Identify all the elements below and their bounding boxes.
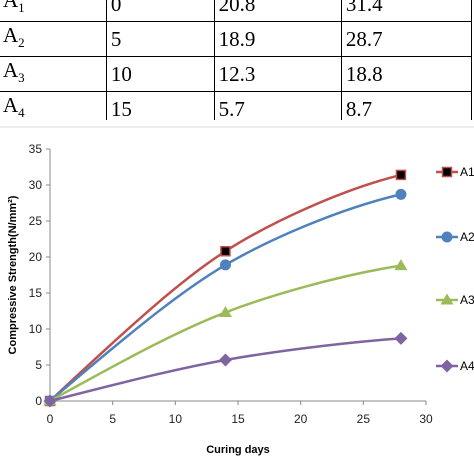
data-point-A2 [395,188,407,200]
line-chart: 0 5 10 15 20 25 30 35 0 5 10 15 20 25 30 A1 A2 A3 A4 Curi… [0,120,474,474]
data-point-A4 [43,394,57,408]
row-label-subscript: 1 [18,0,25,15]
table-row: A2 5 18.9 28.7 [0,21,473,57]
y-axis-title: Compressive Strength(N/mm²) [7,195,19,354]
y-tick-label: 5 [35,358,42,372]
row-label: A3 [0,56,107,92]
legend-item-A4: A4 [436,359,474,373]
legend-swatch-marker [440,293,454,305]
chart-series [43,169,408,408]
y-tick-label: 20 [29,250,43,264]
table-cell: 15 [105,91,215,120]
legend-label: A2 [460,230,474,244]
data-point-A4 [394,331,408,345]
data-point-A3 [394,259,408,271]
legend-swatch-marker [441,166,453,178]
table-row: A1 0 20.8 31.4 [0,0,473,22]
table-row: A3 10 12.3 18.8 [0,56,473,92]
y-tick-label: 35 [29,142,43,156]
data-point-A3 [218,305,232,317]
table-cell: 0 [105,0,215,22]
x-tick-label: 25 [357,412,371,426]
legend-item-A2: A2 [436,230,474,244]
y-tick-label: 25 [29,214,43,228]
row-label-text: A [3,23,19,47]
table-cell: 5 [105,21,215,57]
table-cell: 31.4 [340,0,473,22]
legend-item-A3: A3 [436,293,474,307]
table-cell: 28.7 [340,21,473,57]
table-cell: 18.8 [340,56,473,92]
x-tick-label: 0 [47,412,54,426]
data-point-A1 [395,169,407,181]
y-tick-label: 30 [29,178,43,192]
table-cell: 20.8 [213,0,342,22]
row-label-subscript: 2 [18,35,25,50]
row-label-text: A [3,58,19,82]
legend-label: A3 [460,293,474,307]
data-point-A4 [218,353,232,367]
x-tick-label: 10 [169,412,183,426]
data-point-A1 [220,245,231,257]
x-tick-label: 5 [109,412,116,426]
table-row: A4 15 5.7 8.7 [0,91,473,120]
table-cell: 10 [105,56,215,92]
x-tick-label: 30 [419,412,433,426]
x-tick-label: 15 [231,412,245,426]
x-axis-title: Curing days [206,444,270,456]
row-label-subscript: 3 [18,70,25,85]
row-label: A4 [0,91,107,120]
legend-label: A4 [460,359,474,373]
row-label-text: A [3,0,19,12]
legend-item-A1: A1 [436,165,474,179]
chart-legend: A1 A2 A3 A4 [436,165,474,373]
y-tick-label: 15 [29,286,43,300]
legend-label: A1 [460,165,474,179]
y-tick-label: 10 [29,322,43,336]
data-table: A1 0 20.8 31.4 A2 5 18.9 28.7 A3 10 12.3 18.8 A4 15 5.… [0,0,473,120]
row-label: A1 [0,0,107,22]
table-cell: 18.9 [213,21,342,57]
row-label-subscript: 4 [18,105,25,120]
y-tick-label: 0 [35,394,42,408]
data-table-container: A1 0 20.8 31.4 A2 5 18.9 28.7 A3 10 12.3 18.8 A4 15 5.… [0,0,474,120]
legend-swatch-marker [440,359,454,373]
table-cell: 8.7 [340,91,473,120]
chart-axes: 0 5 10 15 20 25 30 35 0 5 10 15 20 25 30 [29,142,433,426]
series-A4 [43,331,408,408]
row-label-text: A [3,93,19,117]
data-point-A2 [219,259,231,271]
row-label: A2 [0,21,107,57]
table-cell: 5.7 [213,91,342,120]
table-cell: 12.3 [213,56,342,92]
x-tick-label: 20 [294,412,308,426]
legend-swatch-marker [441,231,453,243]
